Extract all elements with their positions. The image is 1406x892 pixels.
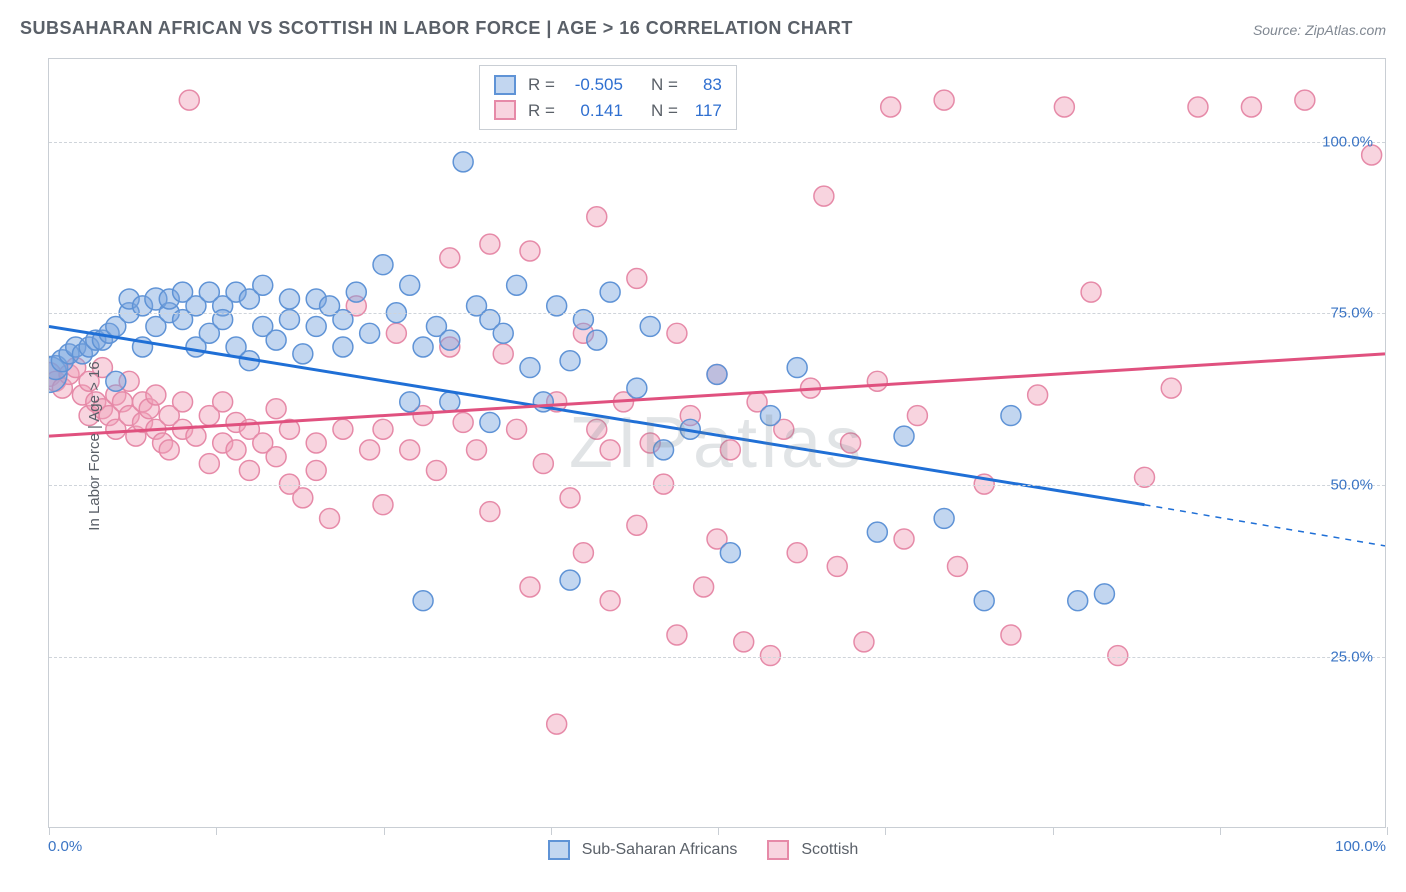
stats-legend: R = -0.505 N = 83 R = 0.141 N = 117 bbox=[479, 65, 737, 130]
swatch-series-1 bbox=[494, 100, 516, 120]
legend-label-0: Sub-Saharan Africans bbox=[582, 841, 738, 859]
r-value-0: -0.505 bbox=[563, 72, 623, 98]
x-tick bbox=[1387, 827, 1388, 835]
y-tick-label: 100.0% bbox=[1322, 133, 1373, 150]
stats-row-1: R = 0.141 N = 117 bbox=[494, 98, 722, 124]
x-tick bbox=[885, 827, 886, 835]
legend-label-1: Scottish bbox=[801, 841, 858, 859]
x-tick bbox=[1053, 827, 1054, 835]
y-tick-label: 75.0% bbox=[1330, 305, 1373, 322]
x-start-label: 0.0% bbox=[48, 838, 82, 855]
plot-svg bbox=[49, 59, 1385, 827]
r-label: R = bbox=[528, 72, 555, 98]
x-tick bbox=[49, 827, 50, 835]
x-tick bbox=[551, 827, 552, 835]
chart-title: SUBSAHARAN AFRICAN VS SCOTTISH IN LABOR … bbox=[20, 18, 853, 39]
gridline-h bbox=[49, 657, 1385, 658]
gridline-h bbox=[49, 313, 1385, 314]
legend-swatch-1 bbox=[767, 840, 789, 860]
bottom-legend: Sub-Saharan Africans Scottish bbox=[0, 840, 1406, 860]
source-label: Source: ZipAtlas.com bbox=[1253, 22, 1386, 38]
plot-area: ZIPatlas R = -0.505 N = 83 R = 0.141 N =… bbox=[48, 58, 1386, 828]
n-value-0: 83 bbox=[686, 72, 722, 98]
legend-swatch-0 bbox=[548, 840, 570, 860]
y-tick-label: 50.0% bbox=[1330, 477, 1373, 494]
n-value-1: 117 bbox=[686, 98, 722, 124]
x-tick bbox=[718, 827, 719, 835]
x-tick bbox=[216, 827, 217, 835]
r-label-1: R = bbox=[528, 98, 555, 124]
gridline-h bbox=[49, 485, 1385, 486]
chart-container: SUBSAHARAN AFRICAN VS SCOTTISH IN LABOR … bbox=[0, 0, 1406, 892]
n-label: N = bbox=[651, 72, 678, 98]
y-axis-label: In Labor Force | Age > 16 bbox=[86, 361, 103, 530]
gridline-h bbox=[49, 142, 1385, 143]
n-label-1: N = bbox=[651, 98, 678, 124]
stats-row-0: R = -0.505 N = 83 bbox=[494, 72, 722, 98]
r-value-1: 0.141 bbox=[563, 98, 623, 124]
swatch-series-0 bbox=[494, 75, 516, 95]
y-tick-label: 25.0% bbox=[1330, 649, 1373, 666]
x-tick bbox=[384, 827, 385, 835]
x-end-label: 100.0% bbox=[1335, 838, 1386, 855]
x-tick bbox=[1220, 827, 1221, 835]
